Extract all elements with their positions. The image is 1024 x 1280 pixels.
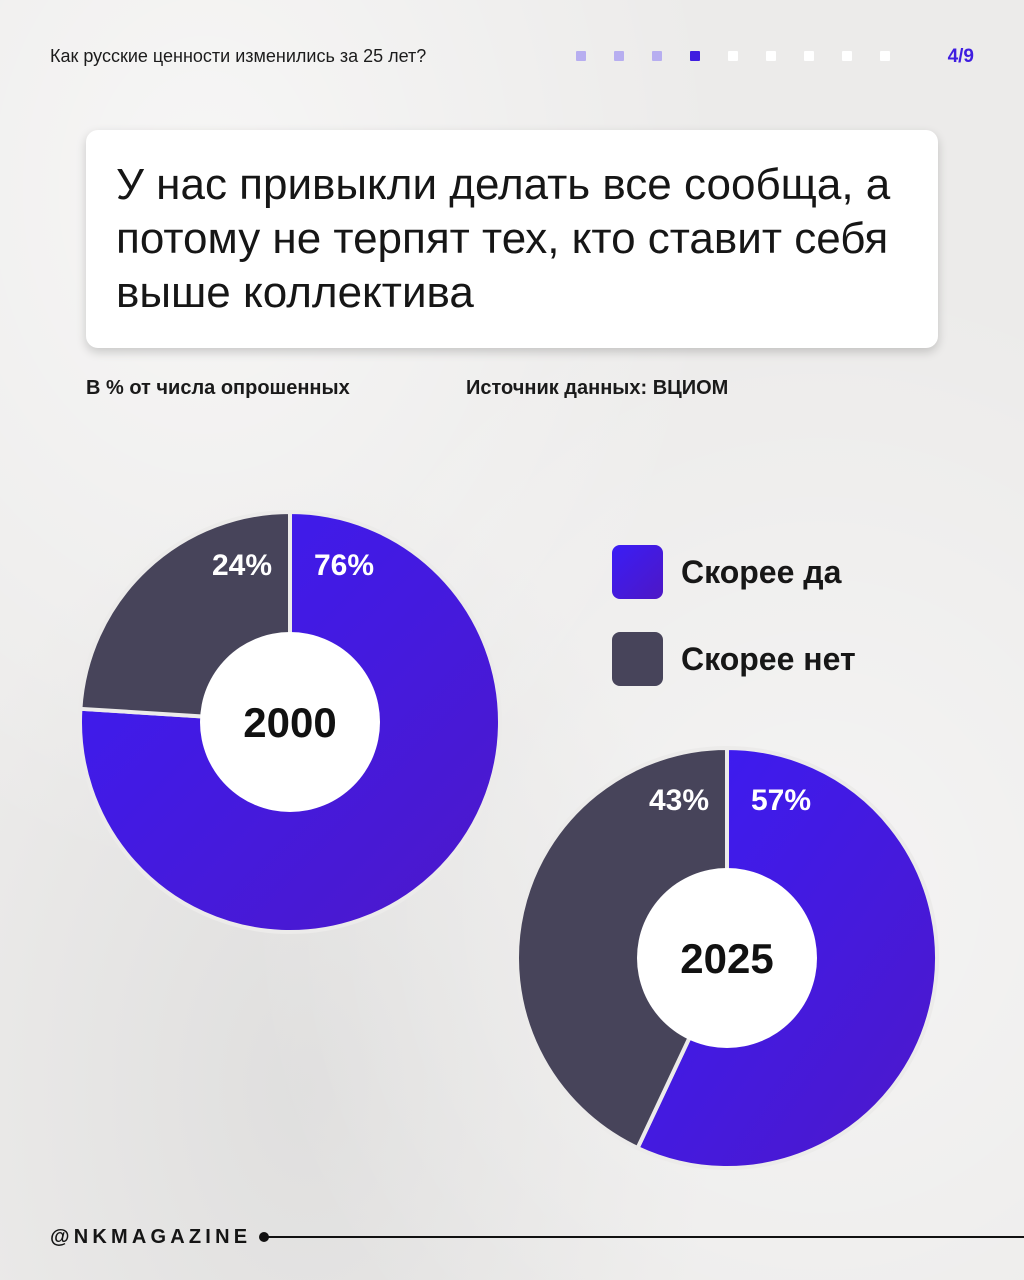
chart-year-label-2000: 2000	[243, 699, 336, 746]
progress-dot-2	[614, 51, 624, 61]
page-indicator: 4/9	[947, 46, 974, 67]
chart-year-label-2025: 2025	[680, 935, 773, 982]
legend-label-yes: Скорее да	[681, 554, 842, 590]
slice-no-2025	[515, 745, 729, 1151]
footer-dot	[259, 1232, 269, 1242]
headline-text: У нас привыкли делать все сообща, а пото…	[116, 160, 891, 317]
slice-label-yes-2025: 57%	[751, 784, 811, 817]
source-note: Источник данных: ВЦИОМ	[466, 377, 729, 399]
footer-handle: @NKMAGAZINE	[50, 1226, 252, 1248]
slice-label-no-2000: 24%	[212, 549, 272, 582]
legend-swatch-no	[612, 632, 663, 686]
headline-card: У нас привыкли делать все сообща, а пото…	[86, 130, 938, 348]
footer-line	[266, 1236, 1024, 1238]
progress-dot-8	[842, 51, 852, 61]
slice-label-no-2025: 43%	[649, 784, 709, 817]
legend-label-no: Скорее нет	[681, 641, 856, 677]
donut-hole-2025	[637, 868, 817, 1048]
topic-title: Как русские ценности изменились за 25 ле…	[50, 46, 427, 66]
unit-note: В % от числа опрошенных	[86, 377, 350, 399]
slice-yes-2000	[78, 509, 502, 934]
legend-swatch-yes	[612, 545, 663, 599]
progress-dot-6	[766, 51, 776, 61]
progress-dot-3	[652, 51, 662, 61]
progress-dot-1	[576, 51, 586, 61]
donut-hole-2000	[200, 632, 380, 812]
slice-label-yes-2000: 76%	[314, 549, 374, 582]
progress-dot-7	[804, 51, 814, 61]
progress-dot-4	[690, 51, 700, 61]
donut-chart-2000: 2000 76% 24%	[78, 509, 502, 934]
progress-dot-5	[728, 51, 738, 61]
slide-progress-indicator	[576, 51, 918, 61]
progress-dot-9	[880, 51, 890, 61]
donut-chart-2025: 2025 57% 43%	[515, 745, 939, 1170]
